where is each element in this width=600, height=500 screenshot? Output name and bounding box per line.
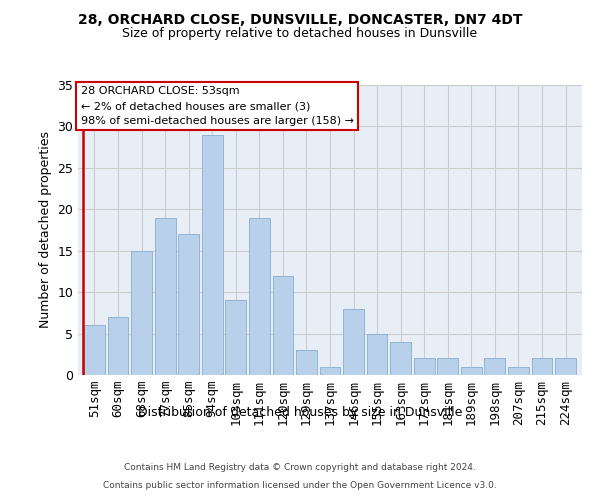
Text: Contains HM Land Registry data © Crown copyright and database right 2024.: Contains HM Land Registry data © Crown c… — [124, 463, 476, 472]
Bar — [202, 134, 223, 375]
Bar — [437, 358, 458, 375]
Bar — [249, 218, 270, 375]
Y-axis label: Number of detached properties: Number of detached properties — [39, 132, 52, 328]
Text: Size of property relative to detached houses in Dunsville: Size of property relative to detached ho… — [122, 28, 478, 40]
Bar — [390, 342, 411, 375]
Text: Distribution of detached houses by size in Dunsville: Distribution of detached houses by size … — [138, 406, 462, 419]
Bar — [461, 366, 482, 375]
Bar — [131, 250, 152, 375]
Bar — [414, 358, 434, 375]
Bar — [272, 276, 293, 375]
Bar — [367, 334, 388, 375]
Bar — [178, 234, 199, 375]
Text: Contains public sector information licensed under the Open Government Licence v3: Contains public sector information licen… — [103, 480, 497, 490]
Bar — [107, 317, 128, 375]
Bar — [320, 366, 340, 375]
Bar — [532, 358, 553, 375]
Bar — [226, 300, 246, 375]
Bar — [84, 326, 105, 375]
Bar — [555, 358, 576, 375]
Bar — [296, 350, 317, 375]
Bar — [343, 308, 364, 375]
Text: 28, ORCHARD CLOSE, DUNSVILLE, DONCASTER, DN7 4DT: 28, ORCHARD CLOSE, DUNSVILLE, DONCASTER,… — [78, 12, 522, 26]
Bar — [484, 358, 505, 375]
Text: 28 ORCHARD CLOSE: 53sqm
← 2% of detached houses are smaller (3)
98% of semi-deta: 28 ORCHARD CLOSE: 53sqm ← 2% of detached… — [80, 86, 353, 126]
Bar — [155, 218, 176, 375]
Bar — [508, 366, 529, 375]
